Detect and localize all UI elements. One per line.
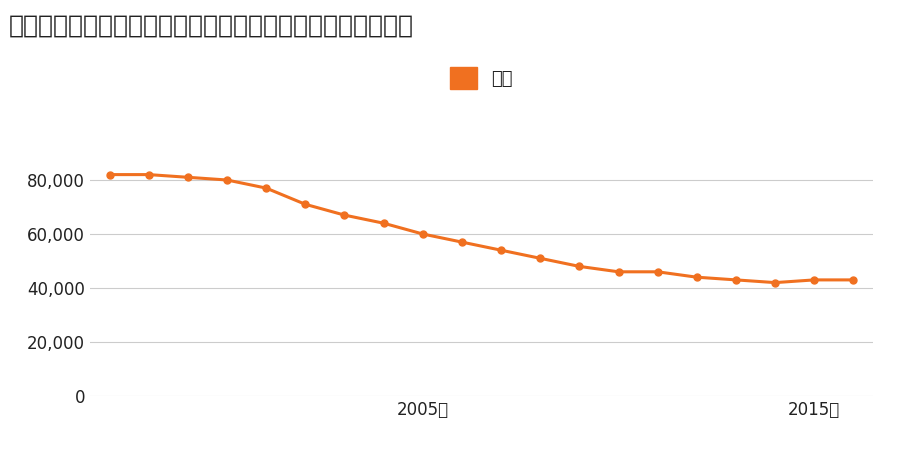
Text: 広島県東広島市八本松飯田８丁目１０４４番１５の地価推移: 広島県東広島市八本松飯田８丁目１０４４番１５の地価推移 xyxy=(9,14,414,37)
Legend: 価格: 価格 xyxy=(443,59,520,96)
